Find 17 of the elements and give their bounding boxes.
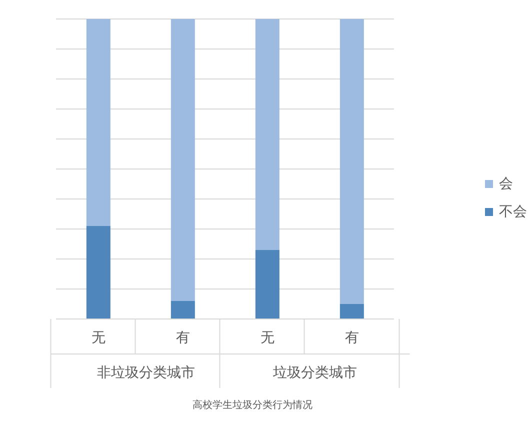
x-tick-label: 有 — [344, 330, 359, 346]
text: 非垃圾分类城市 — [96, 365, 195, 381]
bar — [255, 19, 280, 250]
bar — [255, 250, 280, 319]
x-tick-label: 无 — [91, 330, 106, 346]
x-tick-label: 无 — [260, 330, 274, 346]
text: 垃圾分类城市 — [272, 365, 357, 381]
text: 高校学生垃圾分类行为情况 — [192, 398, 314, 412]
bar — [86, 19, 110, 226]
bar — [340, 19, 364, 304]
legend-label: 不会 — [498, 203, 527, 221]
bar — [340, 304, 364, 319]
legend-label: 会 — [498, 175, 514, 193]
bar — [170, 19, 195, 301]
x-tick-label: 有 — [176, 330, 190, 346]
bar — [170, 301, 195, 319]
bar — [86, 226, 110, 319]
